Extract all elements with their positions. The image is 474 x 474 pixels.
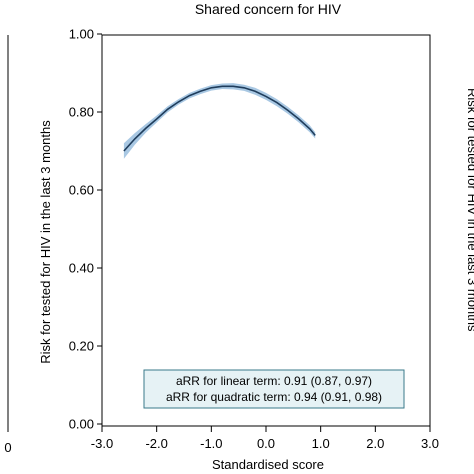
x-tick-label: 2.0 [366,436,384,451]
y-axis-ticks: 0.00 0.20 0.40 0.60 0.80 1.00 [69,27,102,432]
x-tick-label: 3.0 [421,436,439,451]
fitted-line [123,85,316,152]
x-tick-label: -3.0 [91,436,113,451]
right-panel-y-axis-title: Risk for tested for HIV in the last 3 mo… [465,88,474,332]
y-tick-label: 0.00 [69,417,94,432]
y-tick-label: 0.60 [69,183,94,198]
x-axis-ticks: -3.0 -2.0 -1.0 0.0 1.0 2.0 3.0 [91,426,439,451]
x-tick-label: -2.0 [145,436,167,451]
x-tick-label: -1.0 [200,436,222,451]
annotation-box [143,369,405,409]
y-tick-label: 0.80 [69,105,94,120]
x-tick-label: 0.0 [257,436,275,451]
confidence-band [123,83,316,159]
y-tick-label: 0.20 [69,339,94,354]
y-tick-label: 0.40 [69,261,94,276]
chart-title: Shared concern for HIV [195,1,342,17]
annotation-quadratic: aRR for quadratic term: 0.94 (0.91, 0.98… [166,390,382,404]
y-axis-title: Risk for tested for HIV in the last 3 mo… [38,120,53,364]
y-tick-label: 1.00 [69,27,94,42]
annotation-linear: aRR for linear term: 0.91 (0.87, 0.97) [176,374,372,388]
x-axis-title: Standardised score [212,457,324,472]
x-tick-label: 1.0 [312,436,330,451]
left-panel-tick-label: 0 [4,440,11,455]
